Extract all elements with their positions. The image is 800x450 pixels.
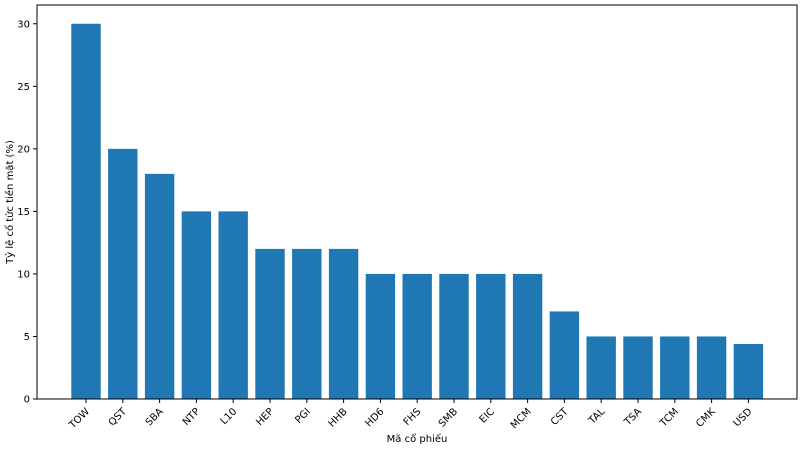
x-tick-label: TOW — [67, 406, 92, 431]
y-tick-label: 0 — [24, 395, 30, 406]
x-tick-label: QST — [107, 406, 130, 429]
y-tick-label: 30 — [17, 19, 30, 30]
bar-mcm — [512, 273, 543, 399]
x-tick-label: USD — [732, 406, 755, 429]
x-tick-label: MCM — [509, 406, 534, 431]
y-tick-label: 15 — [17, 207, 30, 218]
bar-cst — [549, 311, 580, 399]
bar-tsa — [623, 336, 653, 399]
x-axis-label: Mã cổ phiếu — [387, 432, 448, 445]
bar-eic — [476, 273, 506, 399]
x-tick-label: FHS — [402, 406, 424, 428]
y-tick-label: 20 — [17, 144, 30, 155]
bar-usd — [733, 343, 764, 399]
y-tick-label: 25 — [17, 82, 30, 93]
x-tick-label: HD6 — [363, 406, 386, 429]
x-tick-label: L10 — [219, 406, 240, 427]
bar-ntp — [181, 211, 212, 399]
x-tick-label: NTP — [181, 406, 203, 428]
x-tick-label: CMK — [694, 406, 718, 430]
bar-smb — [439, 273, 469, 399]
bar-cmk — [696, 336, 727, 399]
bar-tal — [586, 336, 616, 399]
plot-frame — [36, 4, 798, 400]
bar-l10 — [218, 211, 248, 399]
y-axis-label: Tỷ lệ cổ tức tiền mặt (%) — [3, 140, 16, 265]
bar-hep — [255, 248, 285, 399]
bar-qst — [108, 148, 138, 399]
x-tick-label: EIC — [478, 406, 497, 425]
x-tick-label: HHB — [326, 406, 349, 429]
y-tick-label: 5 — [24, 332, 30, 343]
x-tick-label: TCM — [657, 406, 680, 429]
bar-tcm — [660, 336, 690, 399]
bar-tow — [71, 23, 101, 399]
x-tick-label: TSA — [622, 406, 644, 428]
x-tick-label: TAL — [586, 406, 607, 427]
bar-hd6 — [365, 273, 396, 399]
x-tick-label: SBA — [144, 406, 166, 428]
x-tick-label: CST — [549, 406, 571, 428]
bars-group — [71, 23, 764, 399]
x-tick-label: HEP — [254, 406, 276, 428]
x-axis-ticks: TOW QST SBA NTP L10 HEP PGI HHB HD6 FHS SMB EIC MCM C… — [67, 399, 755, 432]
y-tick-label: 10 — [17, 269, 30, 280]
y-axis-ticks: 0 5 10 15 20 25 30 — [17, 19, 37, 406]
bar-pgi — [292, 248, 322, 399]
bar-fhs — [402, 273, 432, 399]
x-tick-label: PGI — [293, 406, 313, 426]
x-tick-label: SMB — [437, 406, 460, 429]
bar-sba — [144, 173, 175, 399]
bar-hhb — [328, 248, 359, 399]
